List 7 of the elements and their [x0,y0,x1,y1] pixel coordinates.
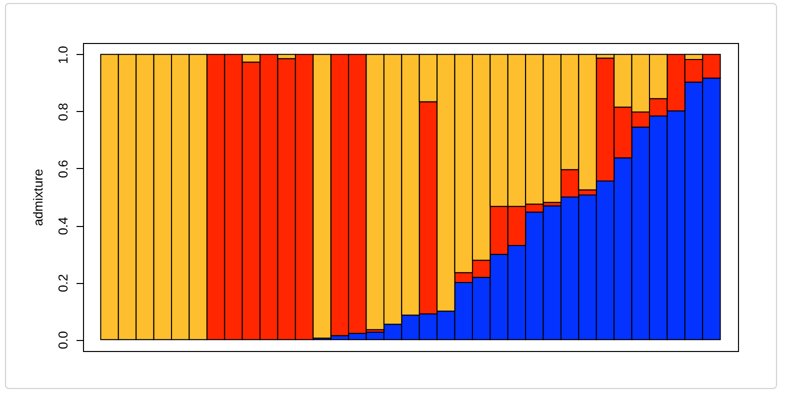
y-tick-label: 0.6 [56,160,70,178]
y-tick-label: 0.2 [56,274,70,292]
y-tick-label: 1.0 [56,46,70,64]
y-tick-label: 0.4 [56,216,70,236]
y-axis-title: admixture [30,168,46,226]
y-tick-label: 0.0 [56,331,70,350]
y-tick-label: 0.8 [56,102,70,121]
